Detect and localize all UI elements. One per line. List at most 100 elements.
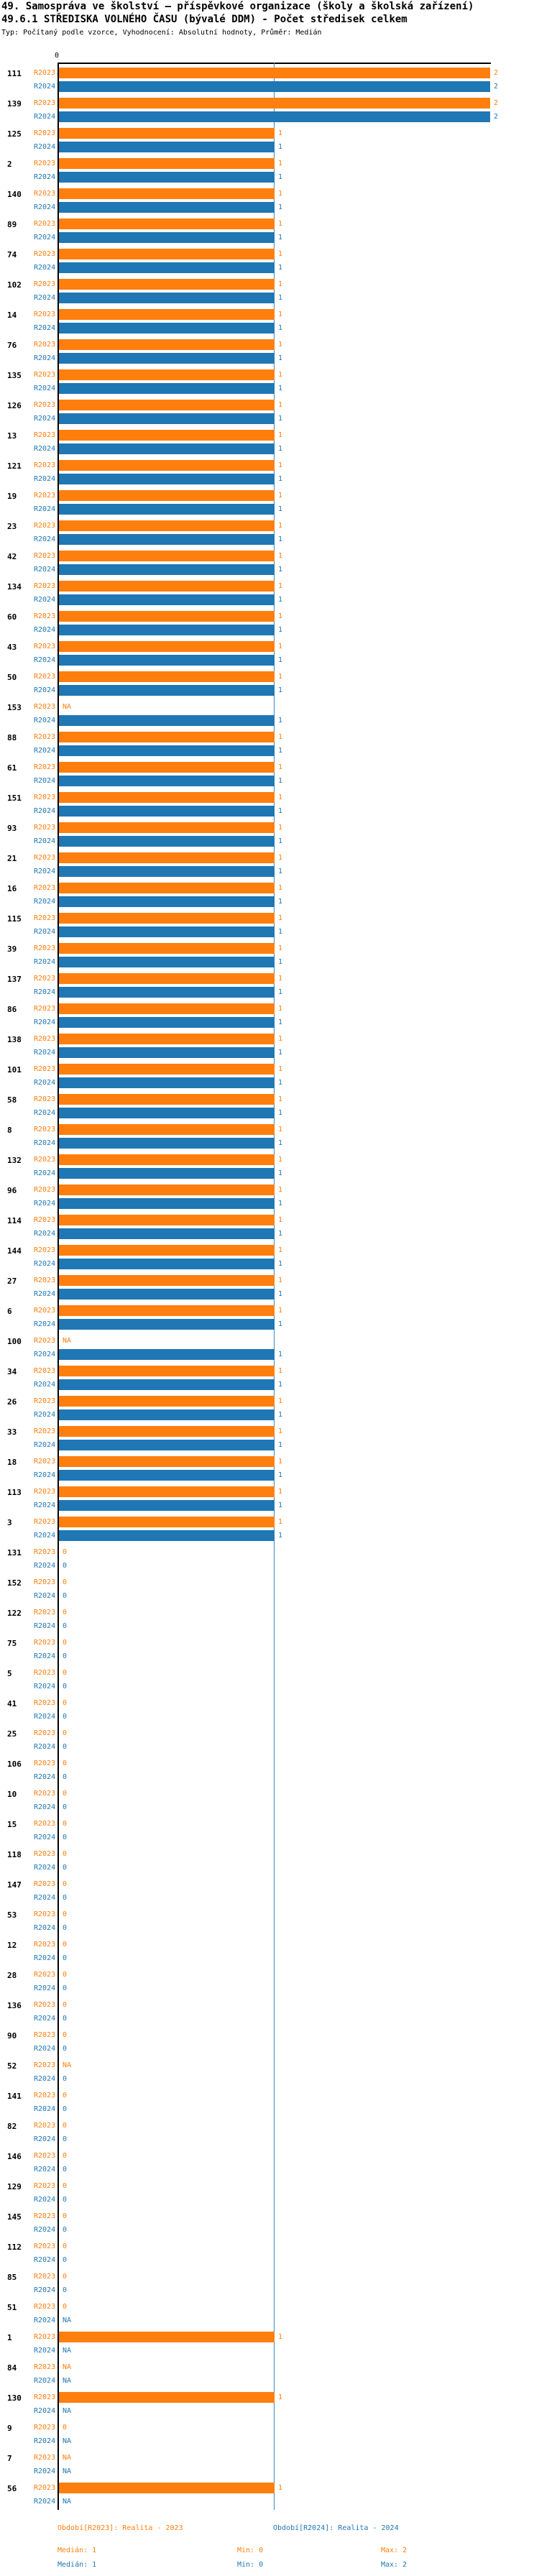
row-group: 2 R2023 1 R2024 1	[0, 158, 539, 188]
row-number: 50	[7, 673, 17, 682]
series-label-r2023: R2023	[34, 401, 56, 409]
legend-max-r2024: Max: 2	[381, 2561, 407, 2569]
bar-r2024	[59, 111, 490, 122]
row-group: 102 R2023 1 R2024 1	[0, 279, 539, 309]
value-label-r2024: 1	[278, 234, 283, 242]
value-label-r2024: 1	[278, 385, 283, 392]
row-group: 145 R2023 0 R2024 0	[0, 2211, 539, 2241]
bar-r2024	[59, 987, 275, 998]
bar-r2023	[59, 883, 275, 893]
bar-r2023	[59, 249, 275, 259]
series-label-r2023: R2023	[34, 69, 56, 77]
row-number: 88	[7, 733, 17, 742]
value-label-r2023: 1	[278, 2393, 283, 2401]
bar-r2024	[59, 1017, 275, 1028]
row-group: 147 R2023 0 R2024 0	[0, 1879, 539, 1909]
value-label-r2023: 1	[278, 129, 283, 137]
chart-title-line1: 49. Samospráva ve školství – příspěvkové…	[1, 1, 474, 12]
bar-r2023	[59, 460, 275, 471]
series-label-r2024: R2024	[34, 898, 56, 906]
bar-r2023	[59, 1064, 275, 1075]
series-label-r2024: R2024	[34, 1351, 56, 1358]
bar-r2023	[59, 611, 275, 622]
y-axis-line	[57, 63, 59, 2510]
legend-median-r2023: Medián: 1	[57, 2547, 97, 2554]
row-number: 41	[7, 1699, 17, 1708]
series-label-r2024: R2024	[34, 2286, 56, 2294]
series-label-r2024: R2024	[34, 1501, 56, 1509]
row-number: 114	[7, 1216, 22, 1225]
bar-r2023	[59, 2483, 275, 2493]
bar-r2024	[59, 1470, 275, 1481]
value-label-r2023: 1	[278, 371, 283, 379]
value-label-r2023: 0	[63, 2212, 68, 2220]
value-label-r2023: 1	[278, 1186, 283, 1194]
row-number: 15	[7, 1820, 17, 1829]
series-label-r2024: R2024	[34, 928, 56, 936]
series-label-r2023: R2023	[34, 1639, 56, 1647]
series-label-r2024: R2024	[34, 1984, 56, 1992]
legend-max-r2023: Max: 2	[381, 2547, 407, 2554]
row-group: 74 R2023 1 R2024 1	[0, 249, 539, 279]
value-label-r2023: 0	[63, 2182, 68, 2190]
bar-r2023	[59, 188, 275, 199]
bar-r2023	[59, 1034, 275, 1044]
series-label-r2023: R2023	[34, 220, 56, 228]
value-label-r2024: 0	[63, 1984, 68, 1992]
row-group: 152 R2023 0 R2024 0	[0, 1577, 539, 1607]
row-number: 113	[7, 1488, 22, 1497]
value-label-r2023: 1	[278, 431, 283, 439]
row-number: 6	[7, 1307, 12, 1316]
row-number: 93	[7, 824, 17, 833]
row-number: 135	[7, 371, 22, 380]
series-label-r2023: R2023	[34, 1669, 56, 1677]
value-label-r2023: 2	[494, 99, 499, 107]
value-label-r2023: 1	[278, 1246, 283, 1254]
series-label-r2023: R2023	[34, 129, 56, 137]
value-label-r2024: 0	[63, 1834, 68, 1841]
bar-r2024	[59, 776, 275, 786]
value-label-r2023: 1	[278, 461, 283, 469]
series-label-r2023: R2023	[34, 824, 56, 832]
bar-r2023	[59, 218, 275, 229]
series-label-r2024: R2024	[34, 1018, 56, 1026]
value-label-r2024: 1	[278, 656, 283, 664]
value-label-r2024: 0	[63, 2196, 68, 2204]
bar-r2023	[59, 1305, 275, 1316]
bar-r2024	[59, 81, 490, 92]
value-label-r2023: 2	[494, 69, 499, 77]
row-number: 33	[7, 1427, 17, 1437]
series-label-r2023: R2023	[34, 341, 56, 349]
bar-r2024	[59, 957, 275, 967]
bar-r2024	[59, 1500, 275, 1511]
value-label-r2024: 1	[278, 747, 283, 755]
row-group: 27 R2023 1 R2024 1	[0, 1275, 539, 1305]
value-label-r2023: 1	[278, 250, 283, 258]
series-label-r2023: R2023	[34, 552, 56, 560]
series-label-r2023: R2023	[34, 1186, 56, 1194]
legend-series-r2023: Období[R2023]: Realita - 2023	[57, 2524, 183, 2532]
row-group: 8 R2023 1 R2024 1	[0, 1124, 539, 1154]
series-label-r2023: R2023	[34, 733, 56, 741]
chart-title-line2: 49.6.1 STŘEDISKA VOLNÉHO ČASU (bývalé DD…	[1, 14, 407, 25]
series-label-r2023: R2023	[34, 1458, 56, 1466]
row-group: 13 R2023 1 R2024 1	[0, 430, 539, 460]
series-label-r2023: R2023	[34, 2001, 56, 2009]
bar-r2024	[59, 715, 275, 726]
bar-r2024	[59, 1168, 275, 1179]
series-label-r2023: R2023	[34, 2122, 56, 2130]
series-label-r2023: R2023	[34, 2363, 56, 2371]
row-number: 5	[7, 1669, 12, 1678]
row-number: 85	[7, 2273, 17, 2282]
bar-r2024	[59, 1349, 275, 1360]
row-number: 60	[7, 612, 17, 622]
series-label-r2024: R2024	[34, 1079, 56, 1087]
row-number: 122	[7, 1609, 22, 1618]
row-number: 140	[7, 190, 22, 199]
bar-r2024	[59, 1047, 275, 1058]
row-group: 41 R2023 0 R2024 0	[0, 1698, 539, 1728]
row-number: 132	[7, 1156, 22, 1165]
row-group: 85 R2023 0 R2024 0	[0, 2271, 539, 2301]
bar-r2023	[59, 732, 275, 742]
value-label-r2024: 0	[63, 1592, 68, 1600]
